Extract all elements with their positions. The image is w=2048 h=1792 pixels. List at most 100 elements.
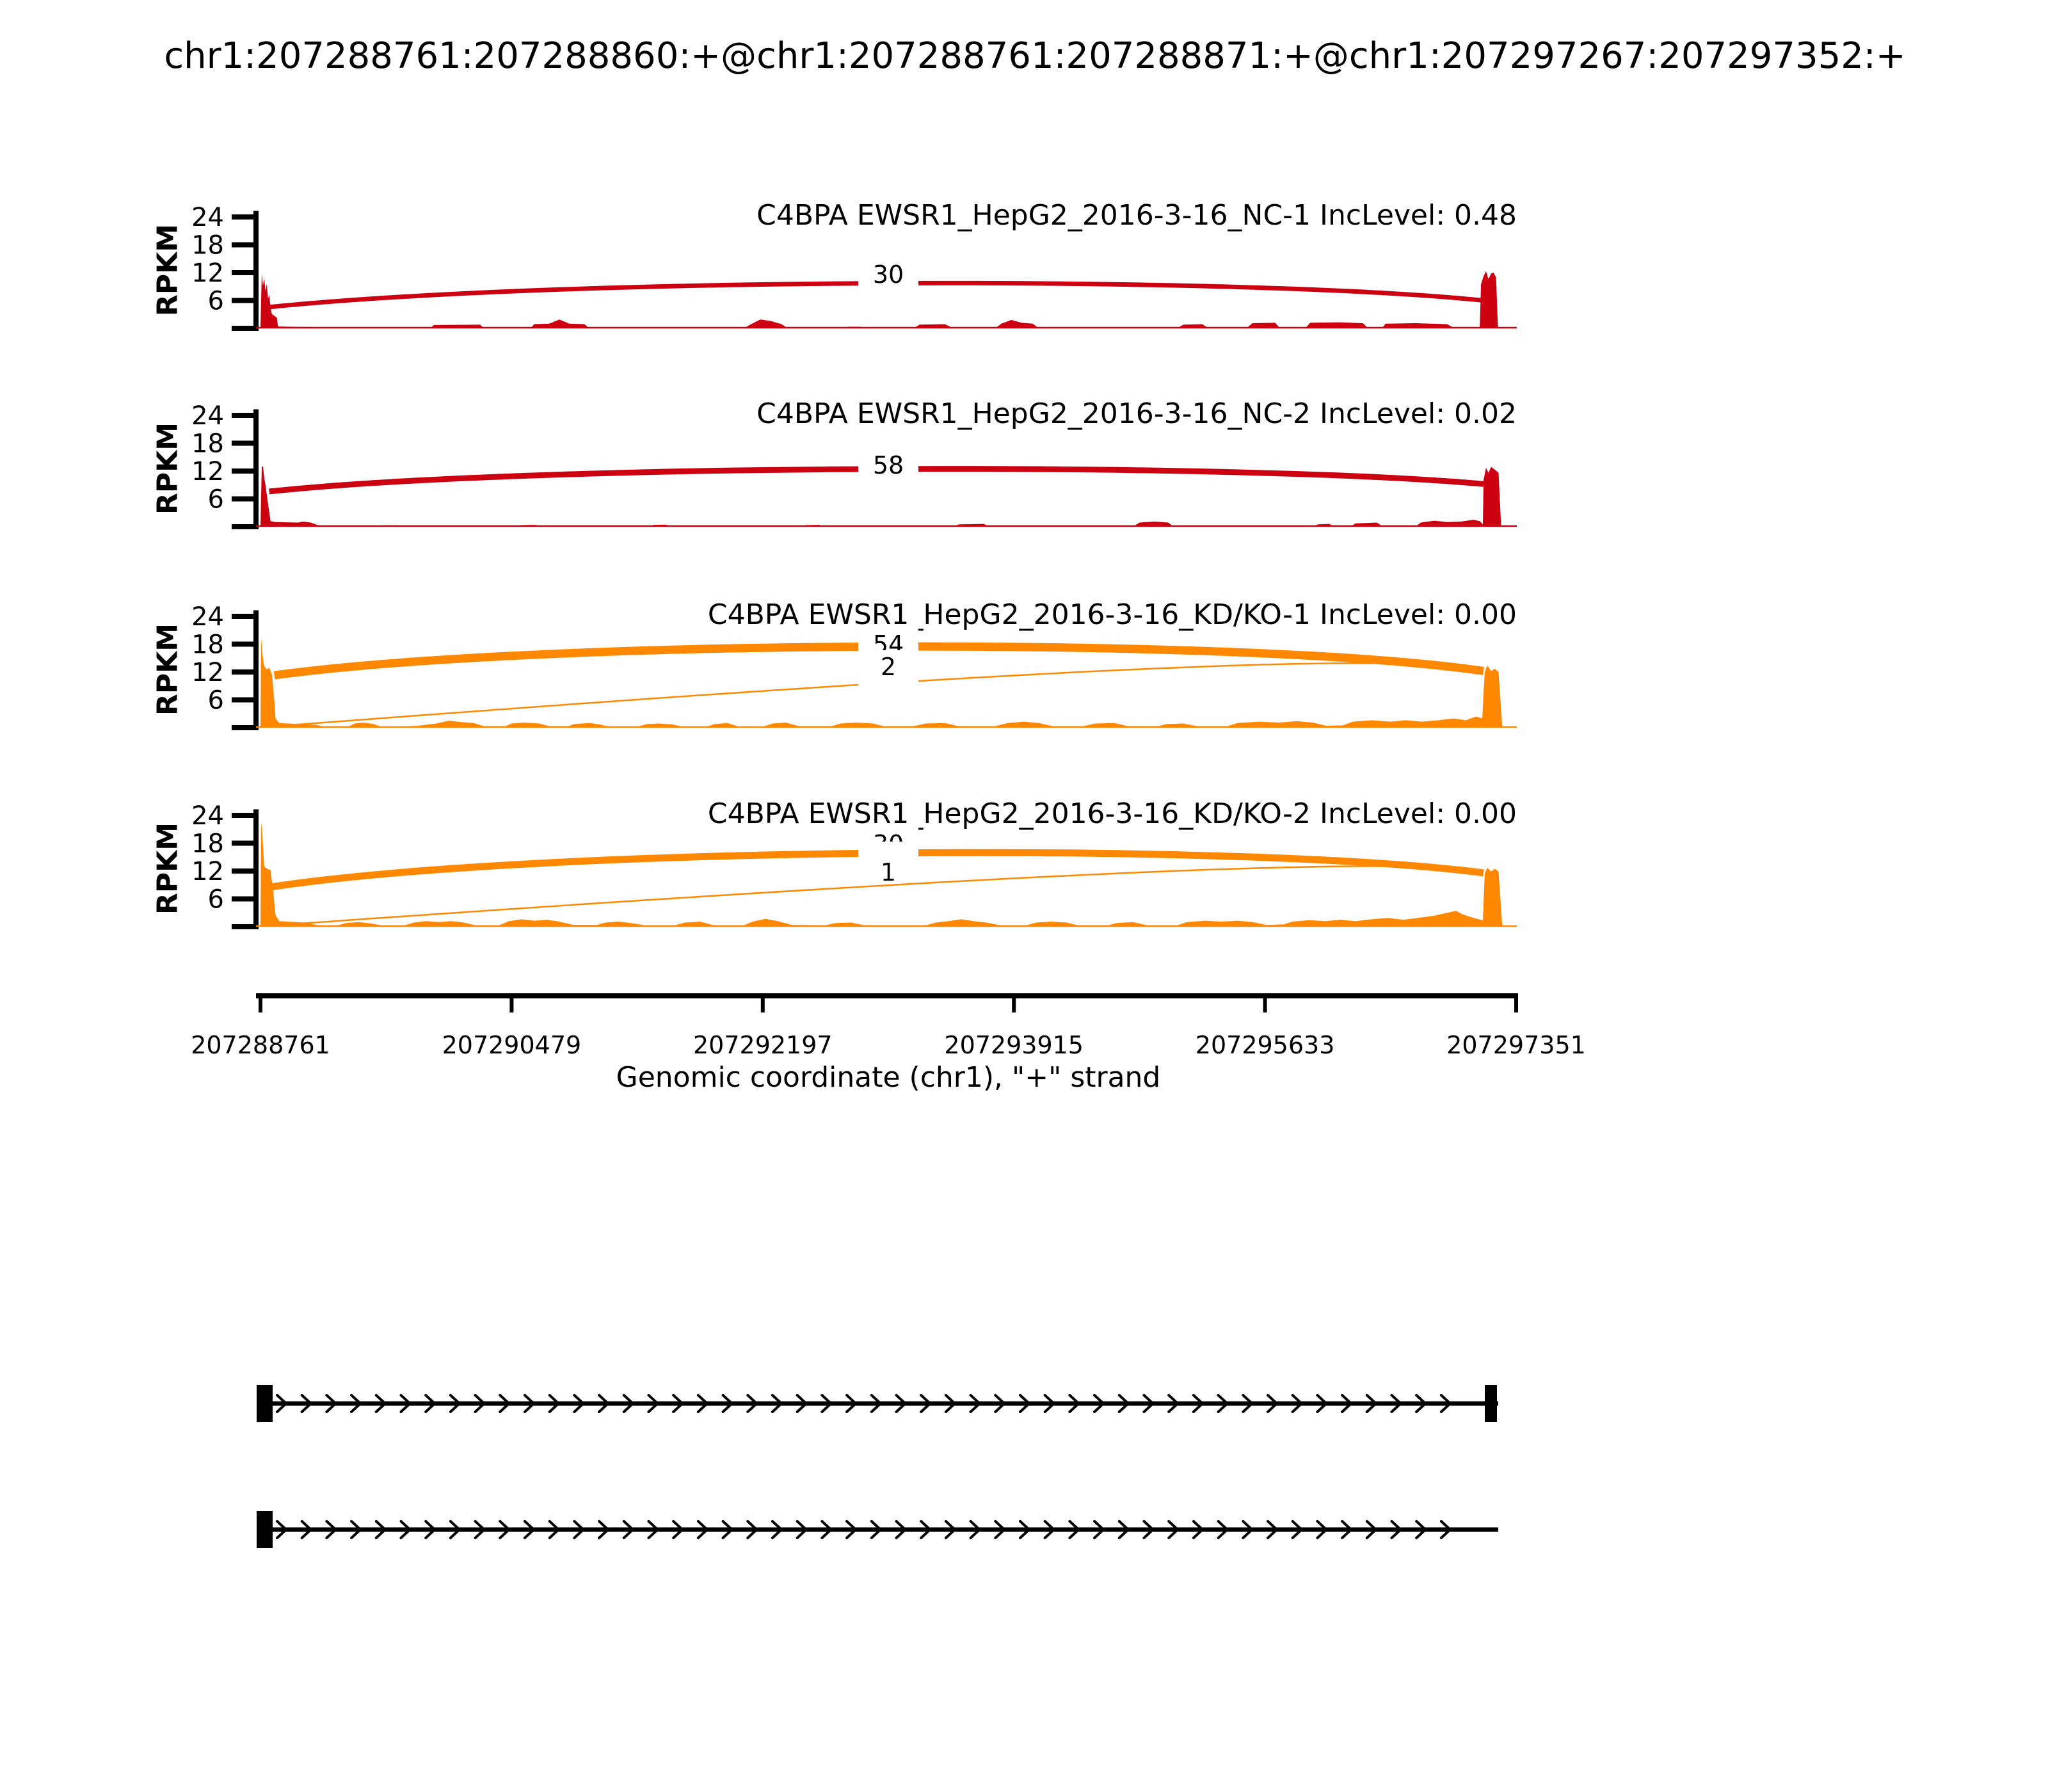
y-tick-label: 12 [191, 457, 224, 486]
junction-count-label: 30 [873, 260, 904, 289]
strand-arrow-icon [1019, 1520, 1030, 1539]
strand-arrow-icon [524, 1394, 535, 1413]
strand-arrow-icon [771, 1394, 783, 1413]
strand-arrow-icon [325, 1520, 337, 1539]
strand-arrow-icon [1439, 1394, 1452, 1413]
strand-arrow-icon [350, 1520, 362, 1539]
strand-arrow-icon [647, 1394, 659, 1413]
strand-arrow-icon [1242, 1394, 1254, 1413]
junction-count-label: 2 [881, 653, 896, 681]
exon-block [1485, 1385, 1497, 1422]
strand-arrow-icon [920, 1520, 932, 1539]
junction-arc [275, 865, 1484, 927]
y-tick-label: 24 [191, 801, 224, 831]
exon-block [257, 1385, 273, 1422]
strand-arrow-icon [870, 1520, 882, 1539]
strand-arrow-icon [796, 1520, 808, 1539]
strand-arrow-icon [969, 1520, 981, 1539]
strand-arrow-icon [820, 1520, 833, 1539]
exon-block [257, 1511, 273, 1548]
strand-arrow-icon [548, 1520, 560, 1539]
strand-arrow-icon [1341, 1394, 1353, 1413]
junction-label-box [858, 258, 918, 291]
strand-arrow-icon [424, 1394, 436, 1413]
strand-arrow-icon [696, 1394, 708, 1413]
strand-arrow-icon [474, 1394, 486, 1413]
strand-arrow-icon [1167, 1520, 1180, 1539]
strand-arrow-icon [870, 1394, 882, 1413]
x-tick-label: 207295633 [1196, 1031, 1335, 1059]
strand-arrow-icon [399, 1520, 412, 1539]
strand-arrow-icon [325, 1394, 337, 1413]
junction-arc [275, 662, 1484, 728]
strand-arrow-icon [771, 1520, 783, 1539]
strand-arrow-icon [1291, 1520, 1303, 1539]
strand-arrow-icon [598, 1520, 610, 1539]
y-axis-label: RPKM [152, 224, 184, 316]
strand-arrow-icon [598, 1394, 610, 1413]
strand-arrow-icon [399, 1394, 412, 1413]
strand-arrow-icon [374, 1394, 387, 1413]
strand-arrow-icon [1415, 1520, 1427, 1539]
x-tick-label: 207292197 [693, 1031, 833, 1059]
strand-arrow-icon [721, 1520, 733, 1539]
strand-arrow-icon [449, 1394, 461, 1413]
y-tick-label: 24 [191, 203, 224, 232]
strand-arrow-icon [374, 1520, 387, 1539]
strand-arrow-icon [622, 1520, 634, 1539]
y-tick-label: 24 [191, 401, 224, 431]
strand-arrow-icon [524, 1520, 535, 1539]
y-tick-label: 12 [191, 259, 224, 288]
track-title: C4BPA EWSR1_HepG2_2016-3-16_KD/KO-1 IncL… [708, 598, 1517, 631]
y-tick-label: 6 [208, 686, 224, 716]
strand-arrow-icon [1390, 1520, 1402, 1539]
strand-arrow-icon [1217, 1394, 1229, 1413]
y-tick-label: 12 [191, 658, 224, 687]
strand-arrow-icon [796, 1394, 808, 1413]
strand-arrow-icon [895, 1394, 907, 1413]
strand-arrow-icon [1142, 1520, 1155, 1539]
strand-arrow-icon [276, 1520, 287, 1539]
y-axis-label: RPKM [152, 822, 184, 915]
strand-arrow-icon [573, 1394, 585, 1413]
strand-arrow-icon [300, 1394, 312, 1413]
strand-arrow-icon [994, 1520, 1006, 1539]
track-title: C4BPA EWSR1_HepG2_2016-3-16_KD/KO-2 IncL… [708, 797, 1517, 830]
x-tick-label: 207290479 [442, 1031, 582, 1059]
strand-arrow-icon [474, 1520, 486, 1539]
strand-arrow-icon [721, 1394, 733, 1413]
strand-arrow-icon [994, 1394, 1006, 1413]
strand-arrow-icon [845, 1394, 858, 1413]
y-tick-label: 24 [191, 602, 224, 632]
strand-arrow-icon [449, 1520, 461, 1539]
strand-arrow-icon [548, 1394, 560, 1413]
strand-arrow-icon [672, 1394, 684, 1413]
strand-arrow-icon [350, 1394, 362, 1413]
strand-arrow-icon [969, 1394, 981, 1413]
figure-title: chr1:207288761:207288860:+@chr1:20728876… [164, 35, 1905, 77]
strand-arrow-icon [746, 1394, 758, 1413]
strand-arrow-icon [944, 1520, 956, 1539]
strand-arrow-icon [622, 1394, 634, 1413]
strand-arrow-icon [1093, 1520, 1105, 1539]
y-tick-label: 18 [191, 630, 224, 660]
strand-arrow-icon [499, 1520, 511, 1539]
junction-label-box [858, 842, 918, 880]
strand-arrow-icon [499, 1394, 511, 1413]
x-tick-label: 207297351 [1446, 1031, 1586, 1059]
strand-arrow-icon [1439, 1520, 1452, 1539]
strand-arrow-icon [1117, 1520, 1130, 1539]
strand-arrow-icon [1043, 1394, 1055, 1413]
strand-arrow-icon [1192, 1520, 1204, 1539]
strand-arrow-icon [1390, 1394, 1402, 1413]
strand-arrow-icon [1043, 1520, 1055, 1539]
junction-count-label: 58 [873, 451, 904, 479]
strand-arrow-icon [845, 1520, 858, 1539]
x-tick-label: 207288761 [191, 1031, 330, 1059]
strand-arrow-icon [1267, 1520, 1278, 1539]
strand-arrow-icon [1217, 1520, 1229, 1539]
